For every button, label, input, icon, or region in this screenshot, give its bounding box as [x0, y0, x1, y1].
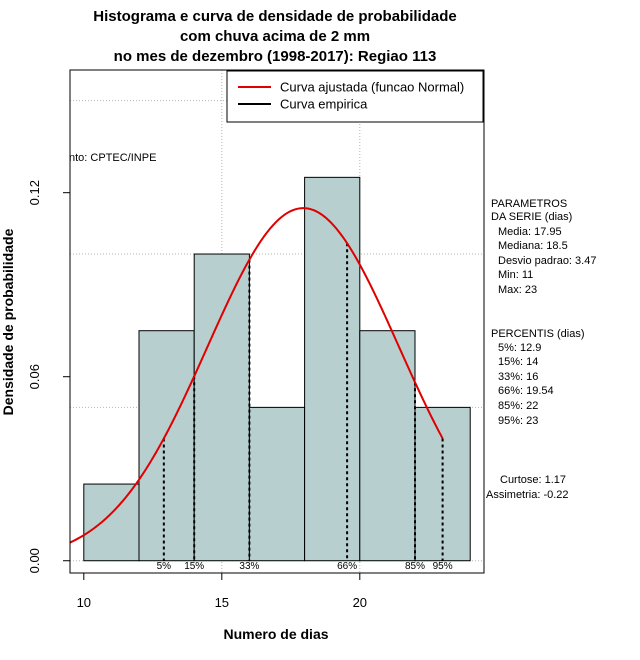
normal-density-curve: [69, 207, 444, 544]
param-line: Mediana: 18.5: [498, 240, 568, 252]
x-tick-label: 15: [215, 595, 229, 610]
shape-line: Curtose: 1.17: [500, 474, 566, 486]
param-line: PARAMETROS: [491, 198, 567, 210]
percentil-line: 85%: 22: [498, 400, 538, 412]
legend: Curva ajustada (funcao Normal) Curva emp…: [226, 70, 484, 123]
shape-stats-block: Curtose: 1.17 Assimetria: -0.22: [486, 474, 569, 501]
histogram-bar: [83, 483, 140, 562]
histogram-bar: [414, 406, 471, 562]
bars-layer: [83, 176, 471, 562]
x-tick-label: 20: [353, 595, 367, 610]
percentil-line: 95%: 23: [498, 415, 538, 427]
y-tick-label: 0.06: [27, 364, 42, 389]
y-tick-label: 0.00: [27, 548, 42, 573]
legend-label-normal: Curva ajustada (funcao Normal): [280, 80, 464, 95]
y-axis-label: Densidade de probabilidade: [0, 228, 16, 415]
percentil-line: 66%: 19.54: [498, 385, 554, 397]
y-tick-label: 0.12: [27, 180, 42, 205]
chart-title-line-3: no mes de dezembro (1998-2017): Regiao 1…: [114, 48, 437, 65]
histogram-bar: [193, 253, 250, 562]
percentile-label: 5%: [157, 561, 172, 572]
param-line: DA SERIE (dias): [491, 211, 572, 223]
percentil-line: 5%: 12.9: [498, 342, 541, 354]
param-line: Min: 11: [498, 269, 533, 281]
legend-box: [226, 70, 484, 123]
percentis-block: PERCENTIS (dias) 5%: 12.9 15%: 14 33%: 1…: [491, 328, 585, 427]
source-text: nto: CPTEC/INPE: [69, 152, 156, 164]
percentile-label: 15%: [184, 561, 204, 572]
shape-line: Assimetria: -0.22: [486, 489, 569, 501]
x-tick-label: 10: [77, 595, 91, 610]
chart-title-line-1: Histograma e curva de densidade de proba…: [93, 8, 456, 25]
percentil-line: 15%: 14: [498, 356, 538, 368]
percentil-line: PERCENTIS (dias): [491, 328, 585, 340]
curve-layer: [69, 207, 444, 544]
histogram-bar: [138, 330, 195, 562]
percentil-line: 33%: 16: [498, 371, 538, 383]
legend-label-empirical: Curva empirica: [280, 97, 368, 112]
histogram-bar: [304, 176, 361, 562]
axes-layer: 10 15 20 0.00 0.06 0.12: [27, 180, 367, 610]
param-line: Max: 23: [498, 284, 537, 296]
chart-title-line-2: com chuva acima de 2 mm: [180, 28, 370, 45]
histogram-bar: [359, 330, 416, 562]
percentile-label: 66%: [337, 561, 357, 572]
histogram-bar: [248, 406, 306, 562]
percentile-layer: 5% 15% 33% 66% 85% 95%: [157, 243, 453, 572]
param-line: Media: 17.95: [498, 226, 562, 238]
param-line: Desvio padrao: 3.47: [498, 255, 596, 267]
parameters-block: PARAMETROS DA SERIE (dias) Media: 17.95 …: [491, 198, 596, 296]
x-axis-label: Numero de dias: [223, 626, 328, 642]
percentile-label: 33%: [239, 561, 259, 572]
percentile-label: 85%: [405, 561, 425, 572]
percentile-label: 95%: [433, 561, 453, 572]
